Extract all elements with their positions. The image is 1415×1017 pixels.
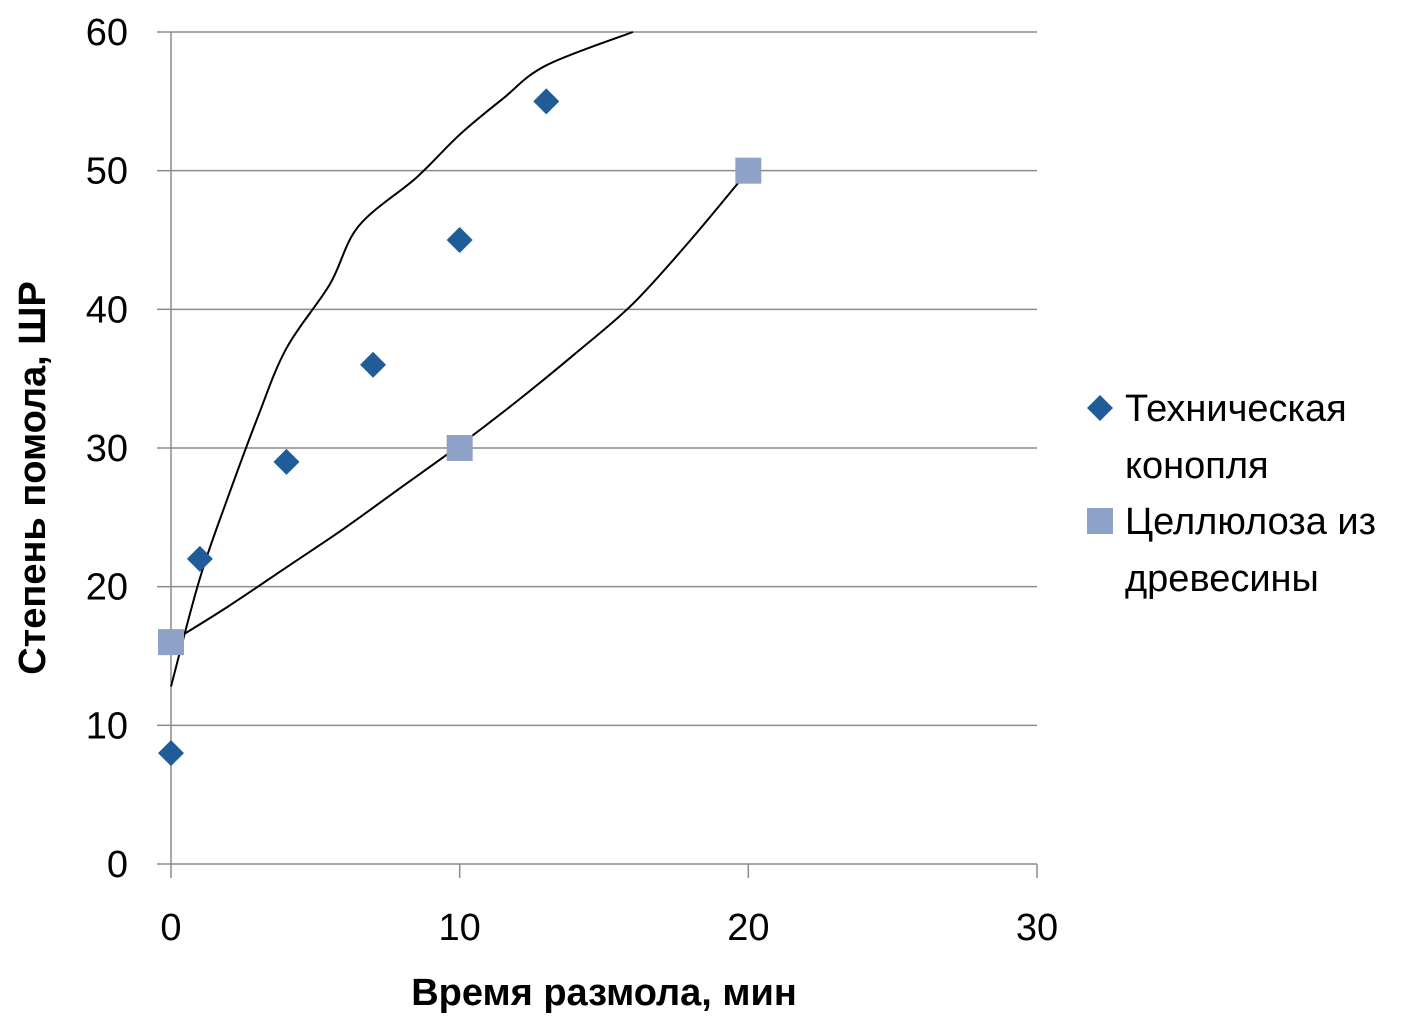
data-point-series-0 [186,545,213,572]
legend-marker-0 [1087,395,1113,421]
y-tick-label: 60 [86,12,128,54]
y-tick-label: 50 [86,151,128,193]
data-point-series-0 [158,740,184,767]
y-tick-label: 30 [86,428,128,470]
data-point-series-0 [533,88,560,115]
grid-lines [171,31,1037,727]
y-tick-label: 10 [86,705,128,747]
data-point-series-0 [446,227,473,253]
legend-label-1: древесины [1125,558,1319,600]
x-tick-label: 20 [727,907,769,949]
legend: Техническая конопля Целлюлоза из древесины [1087,388,1376,600]
y-tick-labels: 0 10 20 30 40 50 60 [86,12,128,886]
y-tick-label: 0 [107,844,128,886]
data-point-series-0 [273,448,300,475]
axes [157,31,1038,878]
x-tick-label: 10 [439,907,481,949]
x-tick-label: 30 [1016,907,1058,949]
data-point-series-1 [158,629,184,656]
y-axis-title: Степень помола, ШР [12,281,54,675]
data-point-series-0 [360,351,387,378]
legend-label-0: Техническая [1125,388,1347,430]
legend-label-0: конопля [1125,445,1269,487]
trendline-series-0 [170,31,634,687]
y-tick-label: 20 [86,567,128,609]
legend-marker-1 [1087,508,1113,534]
x-tick-labels: 0 10 20 30 [160,907,1058,949]
legend-label-1: Целлюлоза из [1125,501,1376,543]
x-axis-title: Время размола, мин [411,972,797,1014]
data-point-series-1 [446,435,473,461]
y-tick-label: 40 [86,289,128,331]
x-tick-label: 0 [160,907,181,949]
trendlines [170,31,750,687]
data-point-series-1 [735,157,762,184]
data-points [158,88,762,767]
